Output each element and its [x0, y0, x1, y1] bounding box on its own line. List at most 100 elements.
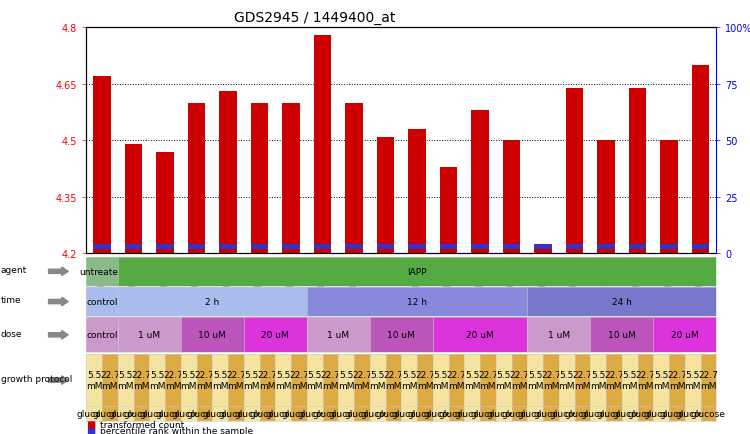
Text: glucose: glucose — [407, 409, 442, 418]
Text: 20 uM: 20 uM — [261, 331, 290, 339]
Text: glucose: glucose — [518, 409, 553, 418]
Bar — [251, 244, 268, 250]
Bar — [282, 103, 300, 254]
Text: 1 uM: 1 uM — [327, 331, 350, 339]
Text: glucose: glucose — [250, 409, 285, 418]
Bar — [376, 244, 394, 250]
Bar — [314, 244, 332, 250]
Text: 22.7
mM: 22.7 mM — [289, 371, 309, 390]
Text: 5.5
mM: 5.5 mM — [400, 371, 417, 390]
Bar — [566, 89, 584, 254]
Text: 24 h: 24 h — [612, 297, 632, 306]
Text: glucose: glucose — [628, 409, 663, 418]
Text: glucose: glucose — [423, 409, 458, 418]
Text: glucose: glucose — [392, 409, 427, 418]
Bar — [124, 145, 142, 254]
Bar — [628, 89, 646, 254]
Text: 5.5
mM: 5.5 mM — [86, 371, 102, 390]
Text: 22.7
mM: 22.7 mM — [320, 371, 340, 390]
Bar — [156, 244, 174, 250]
Text: glucose: glucose — [155, 409, 190, 418]
Text: transformed count: transformed count — [100, 420, 184, 429]
Text: 5.5
mM: 5.5 mM — [180, 371, 196, 390]
Bar — [314, 36, 332, 254]
Bar — [93, 244, 111, 250]
Text: 10 uM: 10 uM — [608, 331, 636, 339]
Text: glucose: glucose — [92, 409, 128, 418]
Text: 22.7
mM: 22.7 mM — [509, 371, 530, 390]
Bar — [376, 137, 394, 254]
Text: glucose: glucose — [644, 409, 679, 418]
Bar — [440, 168, 458, 254]
Text: glucose: glucose — [218, 409, 254, 418]
Text: growth protocol: growth protocol — [1, 374, 72, 383]
Text: 20 uM: 20 uM — [670, 331, 699, 339]
Text: glucose: glucose — [486, 409, 521, 418]
Text: glucose: glucose — [376, 409, 411, 418]
FancyArrow shape — [49, 298, 68, 306]
Bar — [471, 111, 489, 254]
Text: glucose: glucose — [171, 409, 206, 418]
Text: 22.7
mM: 22.7 mM — [572, 371, 592, 390]
Text: untreated: untreated — [80, 267, 124, 276]
Text: 5.5
mM: 5.5 mM — [558, 371, 574, 390]
Text: 22.7
mM: 22.7 mM — [383, 371, 404, 390]
Text: 22.7
mM: 22.7 mM — [415, 371, 435, 390]
Text: 5.5
mM: 5.5 mM — [212, 371, 229, 390]
Text: glucose: glucose — [187, 409, 222, 418]
Text: 22.7
mM: 22.7 mM — [698, 371, 718, 390]
FancyArrow shape — [49, 376, 68, 385]
Bar — [219, 244, 237, 250]
Text: glucose: glucose — [470, 409, 506, 418]
Text: GDS2945 / 1449400_at: GDS2945 / 1449400_at — [234, 11, 396, 25]
Text: glucose: glucose — [124, 409, 159, 418]
Bar — [156, 152, 174, 254]
Bar — [188, 244, 206, 250]
Text: control: control — [86, 297, 118, 306]
Text: ■: ■ — [86, 420, 95, 429]
Bar — [534, 244, 552, 250]
Bar — [503, 141, 520, 254]
Bar — [660, 141, 678, 254]
Text: 5.5
mM: 5.5 mM — [274, 371, 291, 390]
Text: control: control — [86, 331, 118, 339]
Text: 1 uM: 1 uM — [138, 331, 160, 339]
Text: 22.7
mM: 22.7 mM — [478, 371, 498, 390]
Text: 22.7
mM: 22.7 mM — [131, 371, 152, 390]
Text: glucose: glucose — [691, 409, 726, 418]
Text: ■: ■ — [86, 426, 95, 434]
Text: 22.7
mM: 22.7 mM — [257, 371, 278, 390]
Bar — [282, 244, 300, 250]
Text: 5.5
mM: 5.5 mM — [590, 371, 606, 390]
Text: 22.7
mM: 22.7 mM — [352, 371, 372, 390]
Text: glucose: glucose — [360, 409, 395, 418]
Bar — [93, 77, 111, 254]
Bar — [471, 244, 489, 250]
Text: 5.5
mM: 5.5 mM — [306, 371, 322, 390]
Text: 5.5
mM: 5.5 mM — [148, 371, 165, 390]
Text: 5.5
mM: 5.5 mM — [684, 371, 700, 390]
Bar — [345, 103, 363, 254]
Text: glucose: glucose — [502, 409, 537, 418]
Text: IAPP: IAPP — [407, 267, 427, 276]
Text: glucose: glucose — [140, 409, 175, 418]
Text: 5.5
mM: 5.5 mM — [526, 371, 543, 390]
Text: dose: dose — [1, 329, 22, 338]
FancyArrow shape — [49, 331, 68, 339]
Text: glucose: glucose — [344, 409, 380, 418]
Text: glucose: glucose — [565, 409, 600, 418]
Text: 5.5
mM: 5.5 mM — [338, 371, 354, 390]
Text: glucose: glucose — [76, 409, 112, 418]
Text: glucose: glucose — [612, 409, 647, 418]
Text: 5.5
mM: 5.5 mM — [432, 371, 448, 390]
Text: 22.7
mM: 22.7 mM — [194, 371, 214, 390]
Bar — [566, 244, 584, 250]
Bar — [503, 244, 520, 250]
Text: glucose: glucose — [533, 409, 568, 418]
Text: 10 uM: 10 uM — [198, 331, 226, 339]
Text: 22.7
mM: 22.7 mM — [100, 371, 120, 390]
Text: glucose: glucose — [281, 409, 316, 418]
Bar — [408, 130, 426, 254]
Text: glucose: glucose — [580, 409, 616, 418]
Text: agent: agent — [1, 266, 27, 274]
